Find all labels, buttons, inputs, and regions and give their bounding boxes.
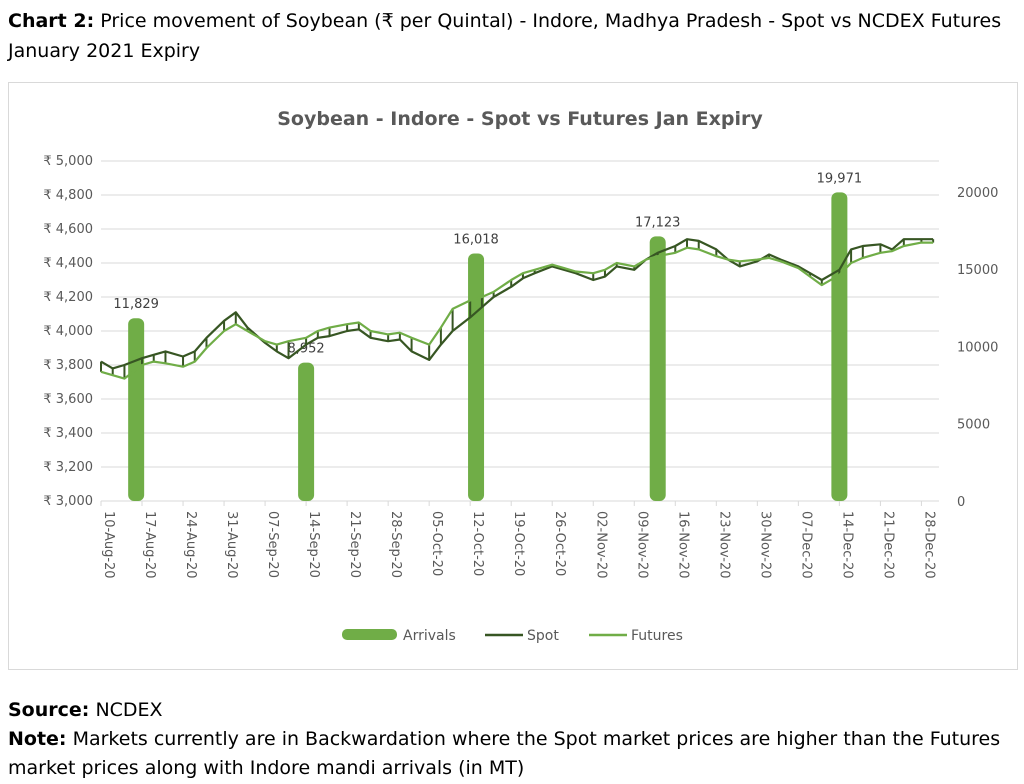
y-right-tick-label: 5000 xyxy=(957,418,990,433)
y-left-tick-label: ₹ 3,200 xyxy=(43,460,93,475)
arrivals-bar xyxy=(831,192,847,501)
y-left-tick-label: ₹ 4,400 xyxy=(43,256,93,271)
chart-caption: Chart 2: Price movement of Soybean (₹ pe… xyxy=(8,6,1008,66)
x-tick-label: 02-Nov-20 xyxy=(593,511,608,579)
chart-svg: Soybean - Indore - Spot vs Futures Jan E… xyxy=(9,83,1017,669)
x-tick-label: 12-Oct-20 xyxy=(470,511,485,576)
note-line: Note: Markets currently are in Backwarda… xyxy=(8,725,1018,783)
x-tick-label: 05-Oct-20 xyxy=(429,511,444,576)
arrivals-data-label: 11,829 xyxy=(113,297,159,312)
y-left-tick-label: ₹ 4,600 xyxy=(43,222,93,237)
x-tick-label: 17-Aug-20 xyxy=(142,511,157,579)
legend-label-arrivals: Arrivals xyxy=(403,628,456,644)
x-tick-label: 28-Dec-20 xyxy=(921,511,936,579)
footer: Source: NCDEX Note: Markets currently ar… xyxy=(8,696,1018,783)
legend-swatch-arrivals xyxy=(342,629,397,640)
x-tick-label: 10-Aug-20 xyxy=(101,511,116,579)
source-line: Source: NCDEX xyxy=(8,696,1018,725)
arrivals-bar xyxy=(298,363,314,501)
note-text: Markets currently are in Backwardation w… xyxy=(8,728,1000,779)
x-tick-label: 21-Dec-20 xyxy=(880,511,895,579)
y-left-tick-label: ₹ 4,200 xyxy=(43,290,93,305)
y-left-tick-label: ₹ 3,000 xyxy=(43,494,93,509)
y-right-tick-label: 15000 xyxy=(957,263,998,278)
x-tick-label: 16-Nov-20 xyxy=(675,511,690,579)
y-right-tick-label: 20000 xyxy=(957,186,998,201)
caption-text: Price movement of Soybean (₹ per Quintal… xyxy=(8,10,1001,62)
x-tick-label: 30-Nov-20 xyxy=(757,511,772,579)
spot-series-line xyxy=(101,239,933,368)
chart-title: Soybean - Indore - Spot vs Futures Jan E… xyxy=(277,108,763,130)
y-left-tick-label: ₹ 3,400 xyxy=(43,426,93,441)
caption-label: Chart 2: xyxy=(8,10,94,32)
legend-label-spot: Spot xyxy=(527,628,559,644)
arrivals-bar xyxy=(128,318,144,501)
note-label: Note: xyxy=(8,728,67,750)
x-tick-label: 26-Oct-20 xyxy=(552,511,567,576)
x-tick-label: 21-Sep-20 xyxy=(347,511,362,578)
x-tick-label: 14-Sep-20 xyxy=(306,511,321,578)
y-left-tick-label: ₹ 3,800 xyxy=(43,358,93,373)
x-tick-label: 07-Sep-20 xyxy=(265,511,280,578)
x-tick-label: 28-Sep-20 xyxy=(388,511,403,578)
y-left-tick-label: ₹ 5,000 xyxy=(43,154,93,169)
y-right-tick-label: 10000 xyxy=(957,340,998,355)
x-tick-label: 14-Dec-20 xyxy=(839,511,854,579)
y-right-tick-label: 0 xyxy=(957,495,965,510)
arrivals-bar xyxy=(650,236,666,501)
source-text: NCDEX xyxy=(95,699,162,721)
arrivals-data-label: 17,123 xyxy=(635,215,681,230)
legend-label-futures: Futures xyxy=(631,628,683,644)
x-tick-label: 09-Nov-20 xyxy=(634,511,649,579)
x-tick-label: 31-Aug-20 xyxy=(224,511,239,579)
x-tick-label: 24-Aug-20 xyxy=(183,511,198,579)
y-left-tick-label: ₹ 4,800 xyxy=(43,188,93,203)
x-tick-label: 07-Dec-20 xyxy=(798,511,813,579)
y-left-tick-label: ₹ 4,000 xyxy=(43,324,93,339)
y-left-tick-label: ₹ 3,600 xyxy=(43,392,93,407)
arrivals-data-label: 19,971 xyxy=(817,171,863,186)
chart-frame: Soybean - Indore - Spot vs Futures Jan E… xyxy=(8,82,1018,670)
x-tick-label: 23-Nov-20 xyxy=(716,511,731,579)
arrivals-data-label: 16,018 xyxy=(453,232,499,247)
source-label: Source: xyxy=(8,699,89,721)
arrivals-bar xyxy=(468,253,484,501)
x-tick-label: 19-Oct-20 xyxy=(511,511,526,576)
